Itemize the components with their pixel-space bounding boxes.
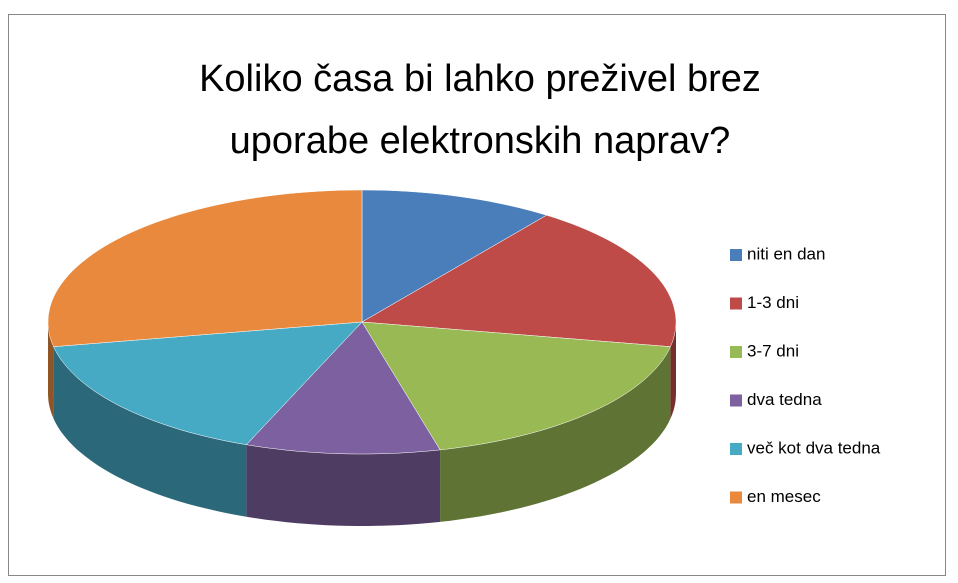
pie-slice [245, 321, 441, 455]
pie-side [440, 346, 671, 522]
pie-side [53, 346, 247, 517]
legend-label: dva tedna [747, 390, 822, 409]
legend-label: en mesec [747, 487, 821, 506]
legend-swatch [730, 443, 742, 455]
pie-slice [361, 214, 677, 347]
legend-swatch [730, 249, 742, 261]
legend-label: 1-3 dni [747, 293, 799, 312]
pie-slice [53, 321, 363, 445]
pie-slice [361, 321, 671, 451]
legend-swatch [730, 394, 742, 407]
pie-slice [361, 189, 548, 323]
chart-border [8, 14, 946, 576]
legend-label: 3-7 dni [747, 341, 799, 360]
legend-swatch [730, 297, 742, 310]
legend-swatch [730, 491, 742, 504]
chart-title: Koliko časa bi lahko preživel brez upora… [199, 58, 761, 162]
pie-side [48, 322, 54, 419]
legend-label: niti en dan [747, 244, 825, 263]
pie-slice [47, 189, 363, 347]
pie-side [670, 322, 676, 419]
legend-swatch [730, 346, 742, 358]
pie-side [246, 444, 441, 526]
legend-label: več kot dva tedna [747, 438, 881, 457]
